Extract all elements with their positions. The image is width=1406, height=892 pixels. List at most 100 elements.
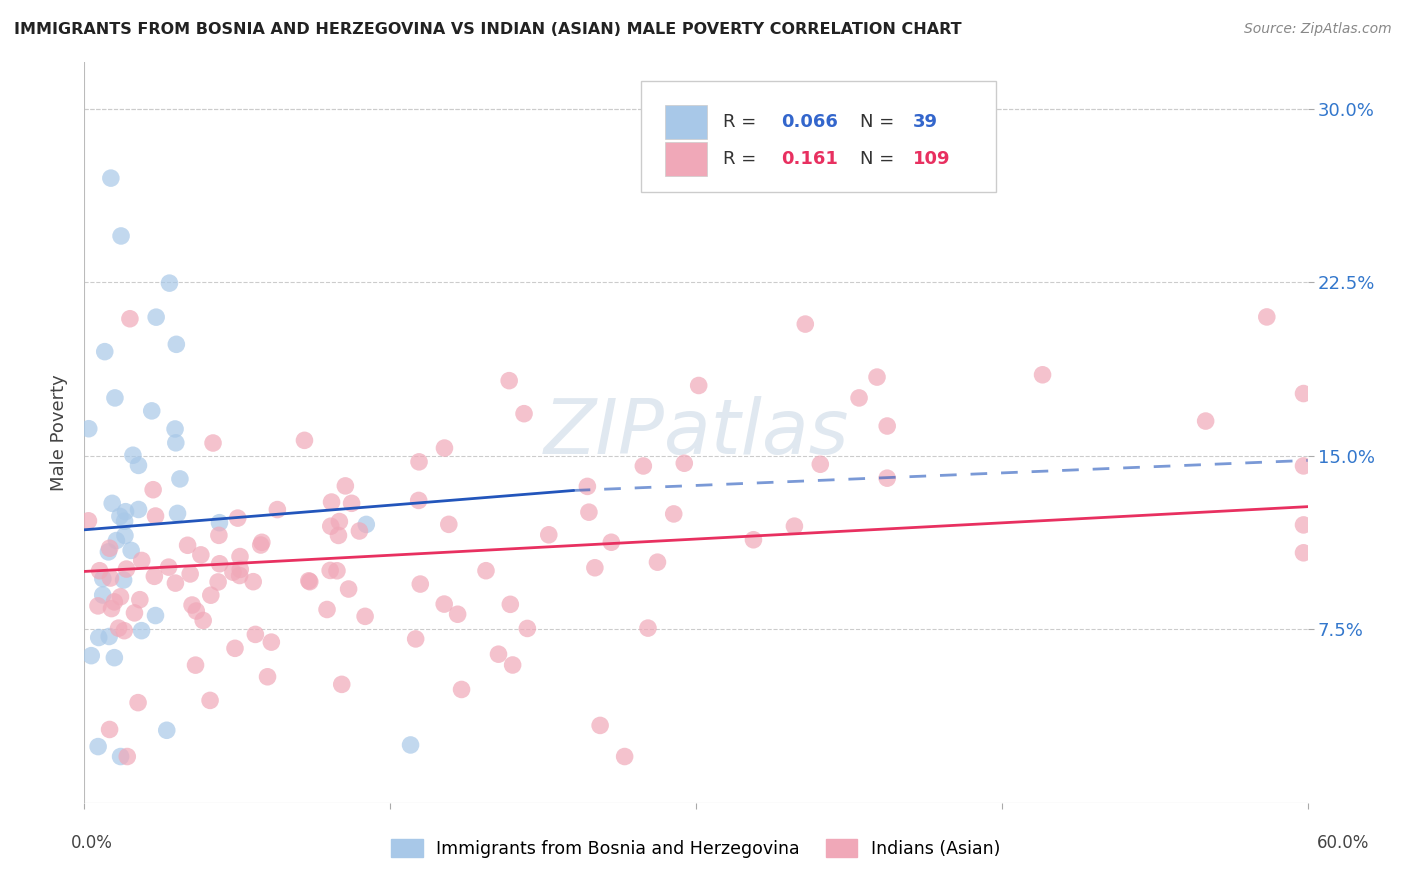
- Point: [104, 391, 127, 405]
- Point: [475, 564, 498, 578]
- Point: [87, 599, 110, 613]
- Point: [242, 574, 264, 589]
- Point: [114, 528, 136, 542]
- Point: [328, 528, 350, 542]
- Text: 0.066: 0.066: [782, 113, 838, 131]
- Point: [101, 496, 124, 510]
- Point: [583, 560, 606, 574]
- Point: [409, 577, 432, 591]
- Point: [114, 505, 136, 519]
- Point: [165, 422, 187, 436]
- Point: [190, 548, 212, 562]
- Point: [319, 519, 342, 533]
- Point: [179, 566, 201, 581]
- Point: [266, 502, 288, 516]
- Point: [103, 595, 125, 609]
- Point: [131, 553, 153, 567]
- Point: [633, 458, 655, 473]
- Point: [100, 601, 122, 615]
- Point: [118, 311, 141, 326]
- Point: [226, 511, 249, 525]
- Point: [165, 435, 187, 450]
- Point: [298, 574, 321, 589]
- Point: [156, 723, 179, 738]
- Point: [98, 630, 121, 644]
- Point: [742, 533, 765, 547]
- Point: [127, 696, 149, 710]
- Text: 0.0%: 0.0%: [70, 834, 112, 852]
- Point: [408, 493, 430, 508]
- Text: R =: R =: [723, 151, 768, 169]
- Point: [112, 624, 135, 638]
- Point: [673, 456, 696, 470]
- Point: [207, 574, 229, 589]
- Point: [578, 505, 600, 519]
- Point: [117, 749, 139, 764]
- Point: [1256, 310, 1278, 324]
- Point: [228, 568, 250, 582]
- Point: [256, 670, 278, 684]
- Point: [498, 374, 520, 388]
- Point: [450, 682, 472, 697]
- Point: [408, 455, 430, 469]
- Point: [1292, 458, 1315, 473]
- Point: [110, 229, 132, 244]
- Point: [80, 648, 103, 663]
- Point: [208, 516, 231, 530]
- Point: [637, 621, 659, 635]
- Point: [87, 739, 110, 754]
- Point: [176, 538, 198, 552]
- Point: [128, 502, 150, 516]
- Point: [103, 650, 125, 665]
- Point: [122, 448, 145, 462]
- Point: [145, 509, 167, 524]
- Point: [589, 718, 612, 732]
- Point: [91, 588, 114, 602]
- Point: [1292, 546, 1315, 560]
- Text: N =: N =: [860, 151, 900, 169]
- Point: [437, 517, 460, 532]
- Point: [516, 622, 538, 636]
- Point: [120, 543, 142, 558]
- Point: [186, 604, 208, 618]
- Point: [165, 337, 187, 351]
- Text: N =: N =: [860, 113, 900, 131]
- Point: [110, 590, 132, 604]
- Point: [337, 582, 360, 596]
- Point: [128, 592, 150, 607]
- Point: [159, 276, 181, 290]
- Point: [93, 344, 115, 359]
- Point: [576, 479, 599, 493]
- Point: [202, 436, 225, 450]
- Point: [326, 564, 349, 578]
- Y-axis label: Male Poverty: Male Poverty: [51, 375, 69, 491]
- Point: [105, 533, 128, 548]
- Point: [198, 693, 221, 707]
- Point: [808, 457, 831, 471]
- Point: [77, 514, 100, 528]
- Text: Source: ZipAtlas.com: Source: ZipAtlas.com: [1244, 22, 1392, 37]
- Point: [131, 624, 153, 638]
- FancyBboxPatch shape: [665, 105, 707, 139]
- Point: [354, 609, 377, 624]
- Point: [89, 564, 111, 578]
- Point: [433, 597, 456, 611]
- Point: [446, 607, 468, 622]
- Point: [783, 519, 806, 533]
- Point: [613, 749, 636, 764]
- Point: [208, 528, 231, 542]
- Point: [328, 515, 350, 529]
- Point: [250, 535, 273, 549]
- Point: [662, 507, 685, 521]
- Point: [433, 441, 456, 455]
- Point: [77, 422, 100, 436]
- Point: [349, 524, 371, 538]
- FancyBboxPatch shape: [641, 81, 995, 192]
- Point: [100, 171, 122, 186]
- Point: [91, 572, 114, 586]
- Point: [107, 621, 129, 635]
- FancyBboxPatch shape: [665, 143, 707, 177]
- Point: [330, 677, 353, 691]
- Point: [260, 635, 283, 649]
- Point: [513, 407, 536, 421]
